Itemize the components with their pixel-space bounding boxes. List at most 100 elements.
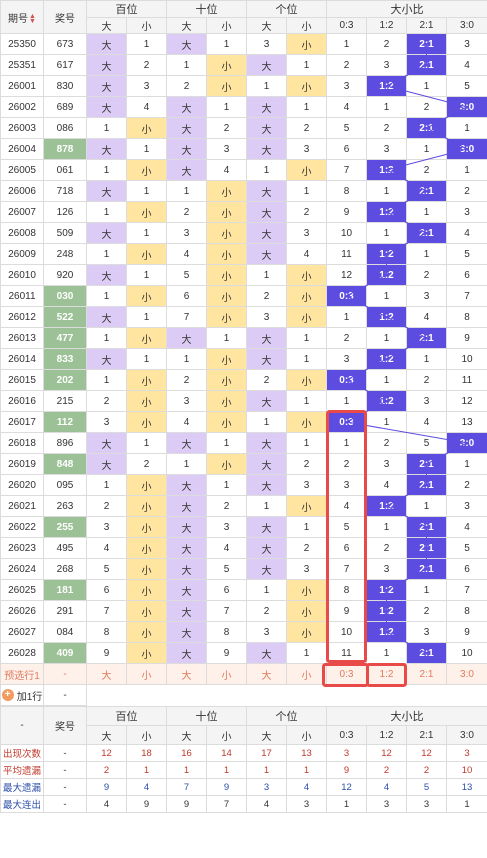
stats-dash: - [43, 778, 87, 796]
sort-icon[interactable]: ▲ ▼ [29, 12, 36, 25]
small-mark: 小 [126, 285, 167, 307]
table-row: 26019 848 大 2 1 小大 2 2 3 2:1 1 [0, 453, 487, 475]
small-mark: 小 [206, 180, 247, 202]
ratio-hit: 2:1 [406, 516, 447, 538]
ratio-omit: 12 [446, 390, 487, 412]
stats-value: 2 [406, 761, 447, 779]
issue-cell: 26011 [0, 285, 44, 307]
prediction-row[interactable]: 预选行1 - 大 小 大 小 大 小 0:3 1:2 2:1 3:0 [0, 663, 487, 685]
ratio-omit: 3 [326, 474, 367, 496]
omit-count: 1 [246, 495, 287, 517]
stats-dash: - [43, 761, 87, 779]
stats-value: 12 [406, 744, 447, 762]
small-mark: 小 [206, 348, 247, 370]
omit-count: 1 [166, 180, 207, 202]
ratio-omit: 10 [446, 348, 487, 370]
stats-dash: - [43, 744, 87, 762]
prediction-cell[interactable]: 0:3 [326, 663, 367, 685]
table-row: 26023 495 4 小大 4 大 2 6 2 2:1 5 [0, 537, 487, 559]
prediction-cell[interactable]: 大 [86, 663, 127, 685]
stats-row: 最大遗漏 -9 4 7 9 3 4 12 4 5 13 [0, 778, 487, 796]
omit-count: 1 [206, 96, 247, 118]
omit-count: 1 [126, 348, 167, 370]
omit-count: 1 [206, 474, 247, 496]
omit-count: 1 [246, 75, 287, 97]
issue-cell: 25350 [0, 33, 44, 55]
stats-group-tens: 十位 [166, 706, 247, 726]
prediction-cell[interactable]: 小 [286, 663, 327, 685]
number-cell: 095 [43, 474, 87, 496]
prediction-cell[interactable]: 大 [246, 663, 287, 685]
omit-count: 2 [166, 201, 207, 223]
ratio-omit: 4 [446, 516, 487, 538]
prediction-cell[interactable]: 3:0 [446, 663, 487, 685]
stats-label: 出现次数 [0, 744, 44, 762]
ratio-omit: 3 [406, 285, 447, 307]
ratio-omit: 7 [326, 558, 367, 580]
omit-count: 2 [166, 75, 207, 97]
omit-count: 1 [286, 516, 327, 538]
ratio-omit: 1 [366, 96, 407, 118]
small-mark: 小 [206, 390, 247, 412]
omit-count: 1 [166, 54, 207, 76]
stats-group-hundreds: 百位 [86, 706, 167, 726]
small-mark: 小 [286, 75, 327, 97]
table-row: 26007 126 1 小 2 小大 2 9 1:2 1 3 [0, 201, 487, 223]
stats-value: 2 [86, 761, 127, 779]
omit-count: 3 [206, 138, 247, 160]
small-mark: 小 [126, 600, 167, 622]
issue-cell: 26002 [0, 96, 44, 118]
small-mark: 小 [126, 474, 167, 496]
ratio-hit: 1:2 [366, 306, 407, 328]
small-mark: 小 [286, 579, 327, 601]
table-row: 26016 215 2 小 3 小大 1 1 1:2 3 12 [0, 390, 487, 412]
issue-cell: 26025 [0, 579, 44, 601]
prediction-cell[interactable]: 小 [206, 663, 247, 685]
ratio-omit: 9 [446, 621, 487, 643]
big-mark: 大 [246, 54, 287, 76]
ratio-omit: 5 [406, 432, 447, 454]
sub-ratio-2-1: 2:1 [406, 17, 447, 34]
stats-sub-ratio-3-0: 3:0 [446, 725, 487, 745]
omit-count: 1 [206, 432, 247, 454]
ratio-hit: 1:2 [366, 201, 407, 223]
ratio-omit: 2 [326, 453, 367, 475]
add-row-cell[interactable]: + 加1行 [0, 684, 44, 706]
ratio-omit: 1 [366, 411, 407, 433]
omit-count: 2 [286, 537, 327, 559]
ratio-omit: 3 [326, 75, 367, 97]
ratio-hit: 2:1 [406, 222, 447, 244]
number-cell: 495 [43, 537, 87, 559]
small-mark: 小 [206, 243, 247, 265]
small-mark: 小 [286, 306, 327, 328]
group-units: 个位 [246, 0, 327, 18]
omit-count: 2 [246, 600, 287, 622]
omit-count: 4 [86, 537, 127, 559]
omit-count: 2 [166, 369, 207, 391]
issue-header[interactable]: 期号▲ ▼ [0, 0, 44, 34]
ratio-omit: 1 [366, 222, 407, 244]
omit-count: 1 [246, 579, 287, 601]
omit-count: 2 [246, 285, 287, 307]
big-mark: 大 [246, 453, 287, 475]
ratio-omit: 3 [406, 621, 447, 643]
ratio-omit: 6 [446, 264, 487, 286]
prediction-cell[interactable]: 1:2 [366, 663, 407, 685]
ratio-omit: 3 [366, 558, 407, 580]
issue-cell: 26010 [0, 264, 44, 286]
big-mark: 大 [166, 96, 207, 118]
number-cell: 181 [43, 579, 87, 601]
add-row-button[interactable]: + 加1行 [1, 688, 42, 703]
prediction-cell[interactable]: 2:1 [406, 663, 447, 685]
omit-count: 1 [126, 306, 167, 328]
stats-value: 12 [86, 744, 127, 762]
prediction-cell[interactable]: 小 [126, 663, 167, 685]
big-mark: 大 [86, 180, 127, 202]
ratio-omit: 6 [446, 558, 487, 580]
big-mark: 大 [166, 621, 207, 643]
prediction-cell[interactable]: 大 [166, 663, 207, 685]
ratio-omit: 11 [326, 243, 367, 265]
stats-label: 最大连出 [0, 795, 44, 813]
add-row: + 加1行 - [0, 684, 487, 706]
big-mark: 大 [246, 642, 287, 664]
